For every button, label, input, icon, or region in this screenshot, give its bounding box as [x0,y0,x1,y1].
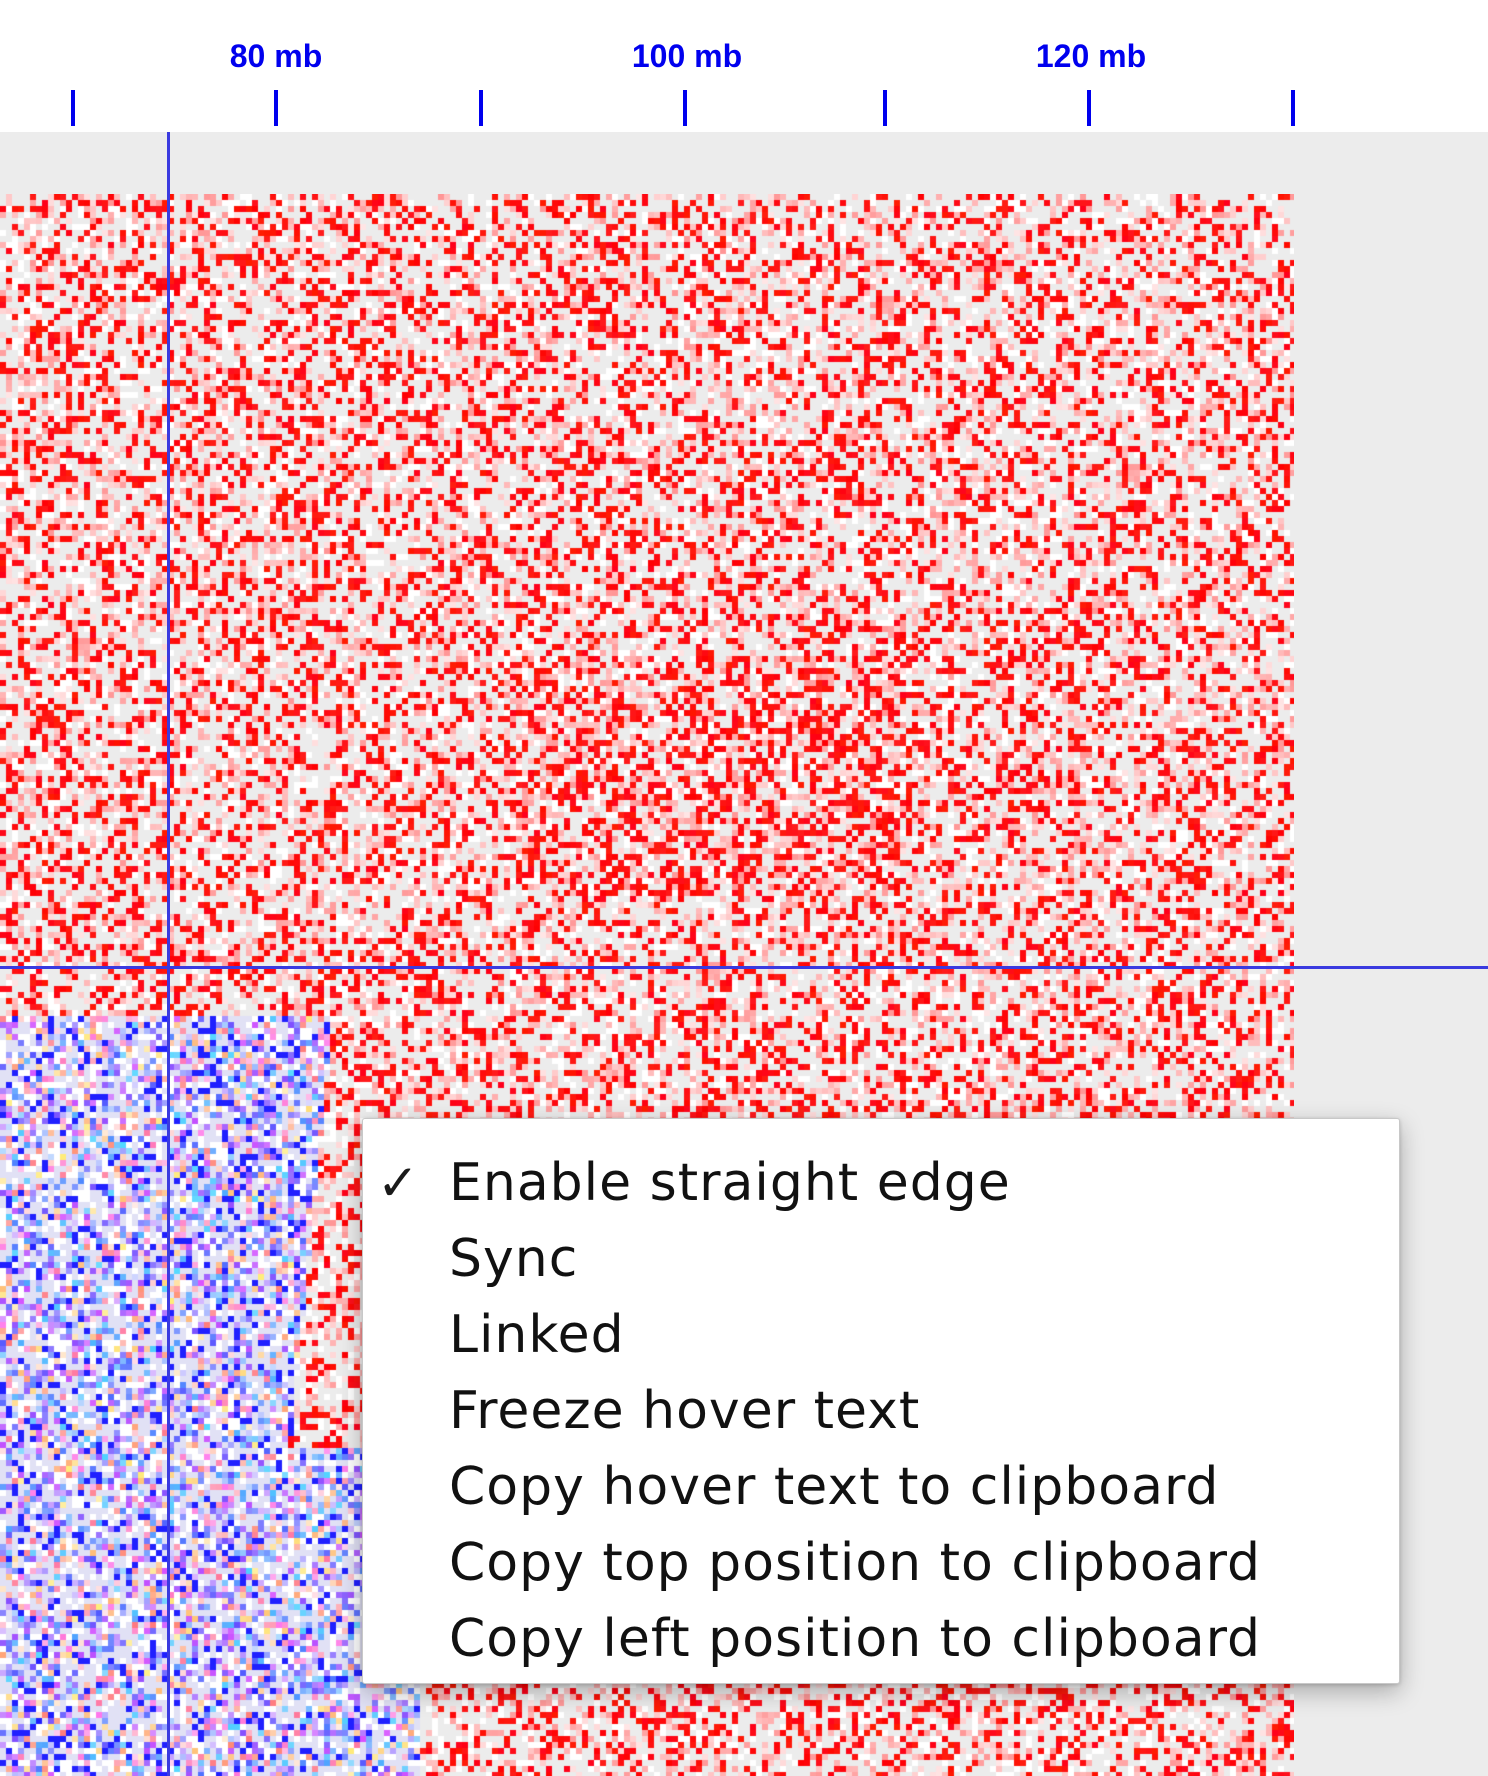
ruler-label-120mb: 120 mb [1035,38,1147,74]
menu-item-copy-hover-text[interactable]: Copy hover text to clipboard [363,1449,1399,1525]
ruler-tick [1087,90,1091,126]
menu-item-label: Copy top position to clipboard [449,1533,1262,1593]
menu-item-sync[interactable]: Sync [363,1221,1399,1297]
heatmap-panel[interactable] [0,132,1488,1776]
ruler-label-80mb: 80 mb [229,38,323,74]
ruler-tick [479,90,483,126]
context-menu: ✓ Enable straight edge Sync Linked Freez… [362,1118,1400,1684]
menu-item-label: Freeze hover text [449,1381,921,1441]
crosshair-horizontal [0,966,1488,969]
menu-item-label: Sync [449,1229,579,1289]
menu-item-copy-left-position[interactable]: Copy left position to clipboard [363,1601,1399,1677]
ruler-tick [883,90,887,126]
menu-item-copy-top-position[interactable]: Copy top position to clipboard [363,1525,1399,1601]
ruler-label-100mb: 100 mb [631,38,743,74]
crosshair-vertical [167,132,170,1776]
ruler-tick [71,90,75,126]
menu-item-freeze-hover-text[interactable]: Freeze hover text [363,1373,1399,1449]
checkmark-icon: ✓ [377,1154,420,1212]
menu-item-enable-straight-edge[interactable]: ✓ Enable straight edge [363,1145,1399,1221]
ruler-tick [1291,90,1295,126]
menu-item-label: Copy hover text to clipboard [449,1457,1220,1517]
ruler-tick [274,90,278,126]
menu-item-label: Enable straight edge [449,1153,1011,1213]
menu-item-label: Copy left position to clipboard [449,1609,1262,1669]
top-ruler: 80 mb 100 mb 120 mb [0,0,1488,132]
ruler-tick [683,90,687,126]
menu-item-label: Linked [449,1305,625,1365]
menu-item-linked[interactable]: Linked [363,1297,1399,1373]
